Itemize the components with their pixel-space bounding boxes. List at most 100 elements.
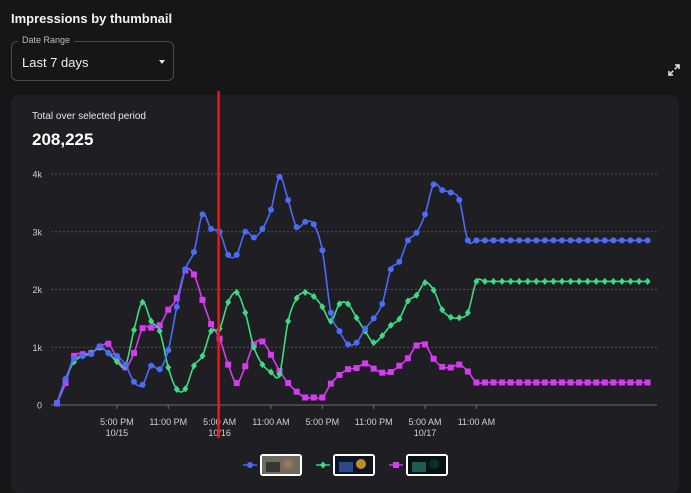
data-point (105, 340, 112, 347)
thumbnail-detail (429, 459, 439, 469)
data-point (627, 379, 634, 386)
data-point (242, 228, 249, 235)
data-point (122, 361, 129, 368)
data-point (413, 342, 420, 349)
data-point (327, 317, 334, 325)
data-point (131, 378, 138, 385)
data-point (173, 303, 180, 310)
data-point (131, 326, 138, 334)
data-point (319, 303, 326, 311)
legend-item-2[interactable] (316, 454, 375, 476)
data-point (336, 371, 343, 378)
data-point (507, 237, 514, 244)
data-point (533, 237, 540, 244)
data-point (353, 339, 360, 346)
total-value: 208,225 (32, 130, 94, 149)
data-point (276, 173, 283, 180)
data-point (473, 277, 480, 286)
data-point (336, 300, 343, 308)
data-point (550, 237, 557, 244)
data-point (370, 365, 377, 372)
y-tick-label: 2k (32, 285, 42, 295)
x-tick-label: 11:00 AM (252, 417, 289, 427)
legend-item-1[interactable] (243, 454, 302, 476)
x-tick-label: 5:00 PM (100, 417, 134, 427)
data-point (533, 277, 540, 286)
data-point (345, 341, 352, 348)
data-point (490, 379, 497, 386)
data-point (524, 379, 531, 386)
data-point (208, 225, 215, 232)
data-point (139, 298, 146, 306)
data-point (190, 271, 197, 278)
legend-marker (393, 462, 399, 468)
data-point (413, 291, 420, 299)
series-line-1 (56, 176, 648, 404)
data-point (636, 379, 643, 386)
data-point (156, 366, 163, 373)
data-point (225, 298, 232, 306)
data-point (593, 237, 600, 244)
data-point (601, 237, 608, 244)
data-point (148, 324, 155, 331)
data-point (584, 379, 591, 386)
legend-marker (247, 462, 253, 468)
data-point (79, 352, 86, 359)
fullscreen-icon[interactable] (667, 63, 681, 77)
data-point (541, 277, 548, 286)
data-point (190, 248, 197, 255)
data-point (353, 365, 360, 372)
data-point (499, 379, 506, 386)
date-range-value: Last 7 days (22, 55, 89, 70)
y-tick-label: 0 (37, 401, 42, 411)
data-point (507, 379, 514, 386)
data-point (439, 187, 446, 194)
data-point (182, 385, 189, 393)
data-point (165, 306, 172, 313)
data-point (490, 277, 497, 286)
x-tick-sublabel: 10/17 (414, 428, 437, 438)
data-point (233, 380, 240, 387)
data-point (139, 325, 146, 332)
data-point (310, 394, 317, 401)
data-point (464, 368, 471, 375)
data-point (113, 358, 120, 366)
data-point (456, 361, 463, 368)
data-point (208, 321, 215, 328)
data-point (464, 237, 471, 244)
legend-item-3[interactable] (389, 454, 448, 476)
data-point (593, 277, 600, 286)
data-point (302, 218, 309, 225)
data-point (558, 277, 565, 286)
x-tick-label: 11:00 AM (458, 417, 495, 427)
thumbnail-detail (266, 462, 280, 472)
data-point (618, 237, 625, 244)
date-range-select[interactable]: Date Range Last 7 days (11, 35, 174, 81)
data-point (439, 306, 446, 314)
data-point (379, 369, 386, 376)
data-point (593, 379, 600, 386)
data-point (507, 277, 514, 286)
data-point (173, 385, 180, 394)
data-point (422, 341, 429, 348)
chart-card (11, 95, 679, 493)
data-point (464, 309, 471, 317)
data-point (156, 327, 163, 335)
data-point (636, 277, 643, 286)
data-point (618, 277, 625, 286)
page-title: Impressions by thumbnail (11, 11, 173, 26)
data-point (456, 196, 463, 203)
data-point (413, 229, 420, 236)
data-point (601, 379, 608, 386)
y-tick-label: 4k (32, 170, 42, 180)
data-point (242, 363, 249, 370)
data-point (250, 234, 257, 241)
data-point (319, 247, 326, 254)
data-point (610, 277, 617, 286)
data-point (293, 294, 300, 302)
data-point (173, 295, 180, 302)
x-tick-label: 11:00 PM (355, 417, 393, 427)
series-line-3 (56, 267, 648, 404)
data-point (370, 315, 377, 322)
